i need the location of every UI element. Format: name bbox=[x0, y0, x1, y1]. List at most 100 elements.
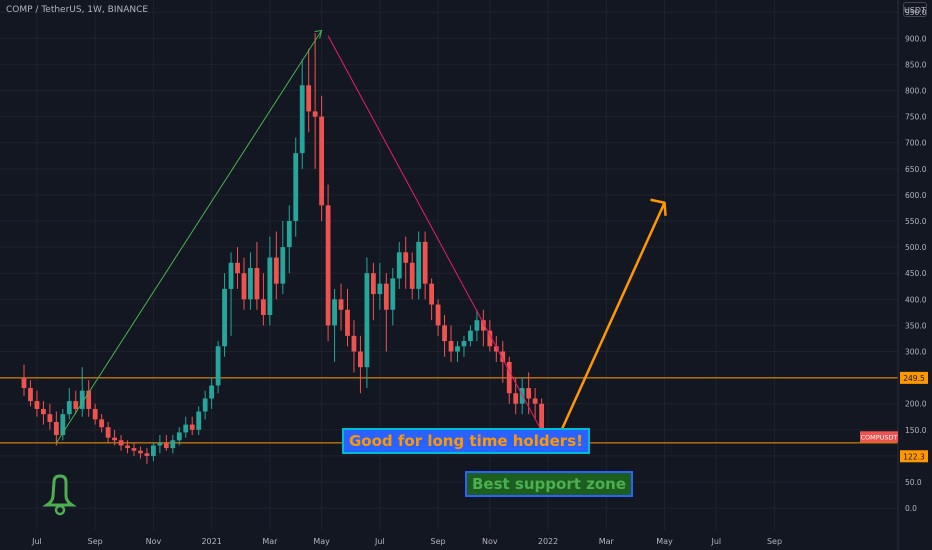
x-tick-label: 2021 bbox=[201, 537, 221, 546]
candle-body bbox=[53, 421, 59, 436]
candle-body bbox=[157, 442, 163, 446]
candle-body bbox=[260, 299, 266, 315]
candle-body bbox=[396, 252, 402, 279]
candle-body bbox=[125, 445, 130, 449]
x-tick-label: May bbox=[656, 537, 673, 546]
candle-body bbox=[409, 262, 415, 289]
symbol-tag-label: COMPUSDT bbox=[860, 433, 897, 441]
trend-drawings bbox=[55, 29, 667, 446]
candle-body bbox=[28, 388, 33, 402]
y-tick-label: 850.0 bbox=[905, 60, 927, 69]
candles bbox=[21, 33, 544, 464]
candle-body bbox=[532, 398, 538, 404]
x-tick-label: Nov bbox=[146, 537, 162, 546]
candle-body bbox=[493, 346, 499, 352]
candle-body bbox=[416, 241, 422, 289]
candle-body bbox=[435, 304, 441, 326]
candle-body bbox=[202, 398, 208, 412]
candle-body bbox=[254, 268, 260, 300]
candle-body bbox=[66, 401, 72, 415]
candle-body bbox=[92, 408, 98, 420]
y-tick-label: 300.0 bbox=[905, 348, 927, 357]
candle-body bbox=[222, 288, 227, 347]
candle-body bbox=[293, 153, 299, 222]
candle-body bbox=[526, 388, 532, 399]
candle-body bbox=[338, 299, 344, 310]
symbol-title: COMP / TetherUS, 1W, BINANCE bbox=[6, 5, 149, 15]
candle-body bbox=[73, 401, 79, 409]
resistance-price-tag bbox=[900, 371, 928, 384]
candle-body bbox=[455, 346, 460, 352]
y-tick-label: 750.0 bbox=[905, 113, 927, 122]
candle-body bbox=[228, 262, 234, 289]
y-tick-label: 700.0 bbox=[905, 139, 927, 148]
candle-body bbox=[345, 309, 350, 336]
y-tick-label: 500.0 bbox=[905, 243, 927, 252]
candle-body bbox=[118, 440, 124, 446]
candle-body bbox=[351, 335, 357, 352]
current-price-tag bbox=[900, 450, 928, 463]
candle-body bbox=[189, 424, 195, 430]
green-arrow-head bbox=[314, 29, 323, 39]
candle-body bbox=[487, 330, 493, 347]
time-axis[interactable]: Jul Sep Nov 2021 Mar May Jul Sep Nov 2022 Mar May Ju… bbox=[31, 537, 782, 546]
x-tick-label: Jul bbox=[374, 537, 385, 546]
candle-body bbox=[468, 330, 473, 342]
orange-arrow-head bbox=[650, 198, 667, 216]
candle-body bbox=[474, 320, 480, 331]
candle-body bbox=[513, 393, 519, 404]
candle-body bbox=[138, 450, 143, 454]
y-tick-label: 50.0 bbox=[905, 478, 922, 487]
y-tick-label: 600.0 bbox=[905, 191, 927, 200]
y-tick-label: 800.0 bbox=[905, 87, 927, 96]
x-tick-label: Jul bbox=[31, 537, 42, 546]
candle-body bbox=[461, 341, 467, 347]
candle-body bbox=[332, 299, 337, 326]
candle-body bbox=[370, 273, 376, 295]
y-tick-label: 450.0 bbox=[905, 269, 927, 278]
y-tick-label: 400.0 bbox=[905, 295, 927, 304]
candle-body bbox=[280, 247, 286, 284]
candle-body bbox=[442, 325, 447, 342]
candle-body bbox=[151, 445, 156, 456]
candle-body bbox=[170, 440, 176, 449]
symbol-price-tag bbox=[860, 431, 898, 443]
candle-body bbox=[358, 351, 363, 368]
resistance-price-label: 249.5 bbox=[903, 374, 925, 383]
y-tick-label: 0.0 bbox=[905, 504, 917, 513]
candle-body bbox=[448, 341, 454, 352]
x-tick-label: Sep bbox=[767, 537, 782, 546]
candle-body bbox=[364, 273, 370, 368]
candle-body bbox=[60, 414, 66, 436]
y-tick-label: 350.0 bbox=[905, 321, 927, 330]
candle-body bbox=[299, 85, 305, 154]
candle-body bbox=[34, 401, 40, 409]
y-tick-label: 950.0 bbox=[905, 8, 927, 17]
candle-body bbox=[273, 257, 279, 284]
candle-body bbox=[41, 408, 46, 415]
candle-body bbox=[105, 427, 111, 438]
price-axis[interactable]: 950.0 900.0 850.0 800.0 750.0 700.0 650.0 600.0… bbox=[860, 0, 928, 550]
candle-body bbox=[306, 85, 312, 112]
x-tick-label: Mar bbox=[262, 537, 278, 546]
x-tick-label: 2022 bbox=[538, 537, 558, 546]
candle-body bbox=[47, 414, 53, 422]
candle-body bbox=[86, 390, 92, 409]
support-annotation: Best support zone bbox=[465, 471, 633, 497]
candle-body bbox=[500, 351, 506, 362]
candle-body bbox=[506, 361, 512, 394]
x-tick-label: Nov bbox=[482, 537, 498, 546]
red-trend-line bbox=[327, 35, 549, 444]
candle-body bbox=[241, 273, 247, 300]
candle-body bbox=[480, 320, 486, 331]
currency-button[interactable]: USDT bbox=[903, 2, 927, 17]
candle-body bbox=[163, 442, 169, 449]
y-tick-label: 200.0 bbox=[905, 400, 927, 409]
candle-body bbox=[209, 385, 215, 399]
x-tick-label: Jul bbox=[710, 537, 721, 546]
candle-body bbox=[539, 403, 544, 445]
x-tick-label: Mar bbox=[599, 537, 615, 546]
candle-body bbox=[183, 424, 189, 433]
